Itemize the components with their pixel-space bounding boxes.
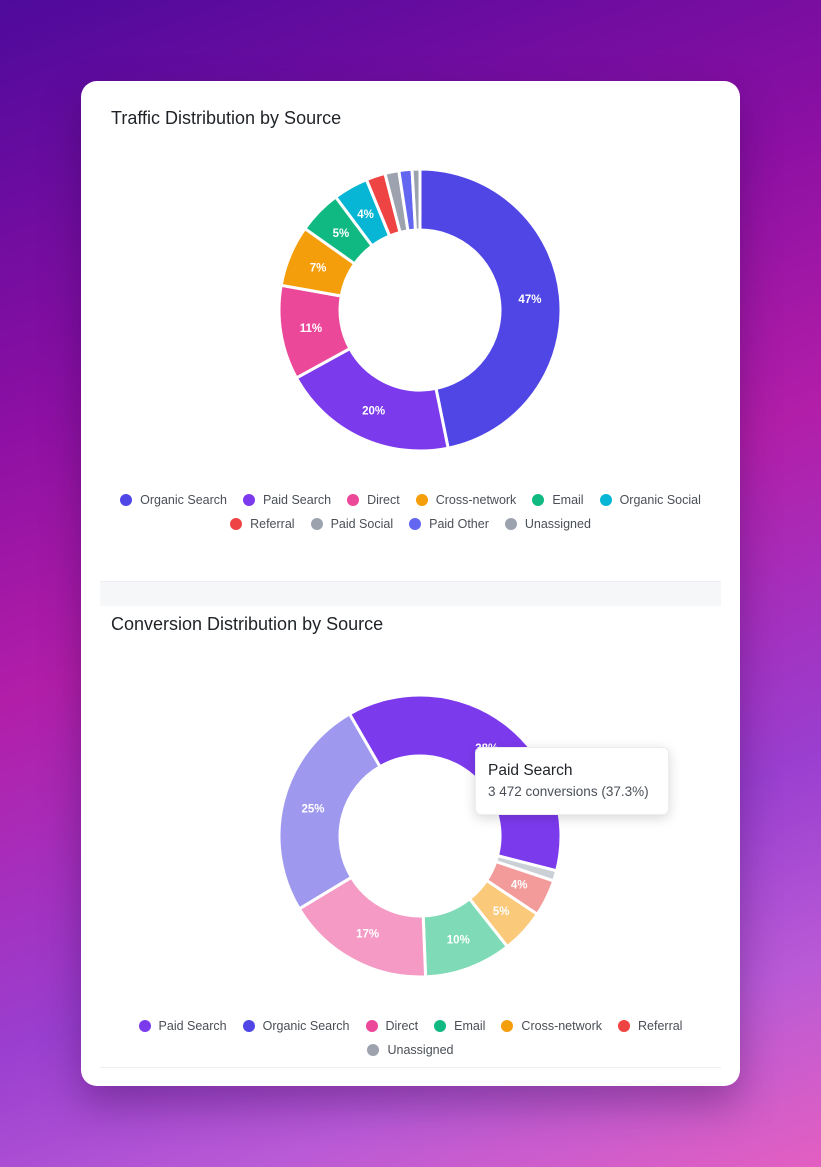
legend-label: Organic Search [140, 493, 227, 507]
legend-marker-icon [242, 494, 255, 506]
legend-item-organic-search[interactable]: Organic Search [242, 1017, 350, 1035]
slice-label-organic-social: 4% [357, 209, 374, 221]
tooltip-value: 3 472 conversions (37.3%) [488, 784, 649, 799]
legend-item-cross-network[interactable]: Cross-network [415, 491, 517, 509]
legend-item-email[interactable]: Email [434, 1017, 485, 1035]
legend-item-cross-network[interactable]: Cross-network [501, 1017, 602, 1035]
legend-label: Paid Search [158, 1019, 227, 1033]
slice-label-email: 5% [333, 228, 350, 240]
legend-marker-icon [310, 518, 323, 530]
legend-item-email[interactable]: Email [532, 491, 584, 509]
conversion-chart-legend: Paid Search Organic Search Direct Email Cros… [120, 1017, 701, 1059]
legend-marker-icon [415, 494, 428, 506]
legend-marker-icon [532, 494, 545, 506]
conversion-distribution-card: Conversion Distribution by Source 38%4%5… [100, 606, 721, 1068]
legend-item-organic-social[interactable]: Organic Social [599, 491, 701, 509]
legend-item-referral[interactable]: Referral [230, 515, 295, 533]
legend-item-direct[interactable]: Direct [365, 1017, 419, 1035]
traffic-distribution-card: Traffic Distribution by Source 47% 20% 11%… [100, 100, 721, 582]
traffic-chart-legend: Organic Search Paid Search Direct Cross-net… [120, 491, 701, 533]
traffic-donut-chart[interactable]: 47% 20% 11% 7% 5% 4% [100, 100, 721, 480]
slice-organic-search[interactable] [277, 712, 382, 911]
legend-item-paid-other[interactable]: Paid Other [409, 515, 489, 533]
slice-label-organic-search: 25% [301, 803, 324, 815]
slice-label-referral: 4% [511, 880, 528, 892]
legend-marker-icon [347, 494, 360, 506]
legend-marker-icon [618, 1020, 630, 1032]
slice-label-direct: 11% [300, 323, 322, 335]
legend-marker-icon [367, 1044, 380, 1056]
legend-label: Referral [250, 517, 295, 531]
legend-marker-icon [242, 1020, 255, 1032]
traffic-chart-title: Traffic Distribution by Source [111, 108, 342, 128]
legend-label: Paid Social [330, 517, 394, 531]
slice-label-cross-network: 5% [493, 906, 510, 918]
legend-marker-icon [434, 1020, 447, 1032]
legend-marker-icon [599, 494, 612, 506]
legend-label: Cross-network [435, 493, 517, 507]
legend-label: Organic Social [619, 493, 701, 507]
legend-label: Cross-network [521, 1019, 602, 1033]
legend-label: Referral [638, 1019, 683, 1033]
legend-label: Direct [367, 493, 400, 507]
dashboard-frame: Traffic Distribution by Source 47% 20% 11%… [81, 81, 740, 1086]
chart-tooltip: Paid Search 3 472 conversions (37.3%) [475, 747, 669, 815]
legend-item-unassigned[interactable]: Unassigned [367, 1041, 454, 1059]
legend-label: Direct [385, 1019, 419, 1033]
tooltip-title: Paid Search [488, 762, 573, 779]
legend-item-referral[interactable]: Referral [618, 1017, 682, 1035]
slice-paid-search[interactable] [294, 347, 450, 453]
slice-paid-search[interactable] [348, 693, 563, 873]
legend-item-direct[interactable]: Direct [347, 491, 400, 509]
legend-label: Email [552, 493, 584, 507]
slice-label-paid-search: 20% [362, 405, 385, 417]
dashboard-content: Traffic Distribution by Source 47% 20% 11%… [100, 100, 721, 1068]
legend-marker-icon [501, 1020, 514, 1032]
legend-marker-icon [504, 518, 517, 530]
conversion-chart-title: Conversion Distribution by Source [111, 614, 384, 634]
legend-label: Paid Search [262, 493, 332, 507]
legend-label: Organic Search [262, 1019, 350, 1033]
legend-item-paid-social[interactable]: Paid Social [310, 515, 394, 533]
legend-item-unassigned[interactable]: Unassigned [504, 515, 591, 533]
legend-label: Paid Other [429, 517, 489, 531]
legend-marker-icon [365, 1020, 378, 1032]
conversion-donut-chart[interactable]: 38%4%5%10%17%25% [100, 606, 721, 1006]
legend-label: Unassigned [524, 517, 591, 531]
legend-marker-icon [138, 1020, 151, 1032]
legend-item-paid-search[interactable]: Paid Search [242, 491, 332, 509]
slice-organic-search[interactable] [418, 167, 563, 450]
legend-label: Email [454, 1019, 486, 1033]
slice-label-email: 10% [447, 935, 470, 947]
slice-label-cross-network: 7% [310, 262, 327, 274]
legend-label: Unassigned [387, 1043, 454, 1057]
legend-item-paid-search[interactable]: Paid Search [138, 1017, 227, 1035]
legend-item-organic-search[interactable]: Organic Search [120, 491, 227, 509]
legend-marker-icon [120, 494, 133, 506]
slice-unassigned[interactable] [410, 167, 422, 232]
legend-marker-icon [230, 518, 243, 530]
slice-label-organic-search: 47% [518, 294, 541, 306]
slice-label-direct: 17% [356, 928, 379, 940]
legend-marker-icon [409, 518, 422, 530]
